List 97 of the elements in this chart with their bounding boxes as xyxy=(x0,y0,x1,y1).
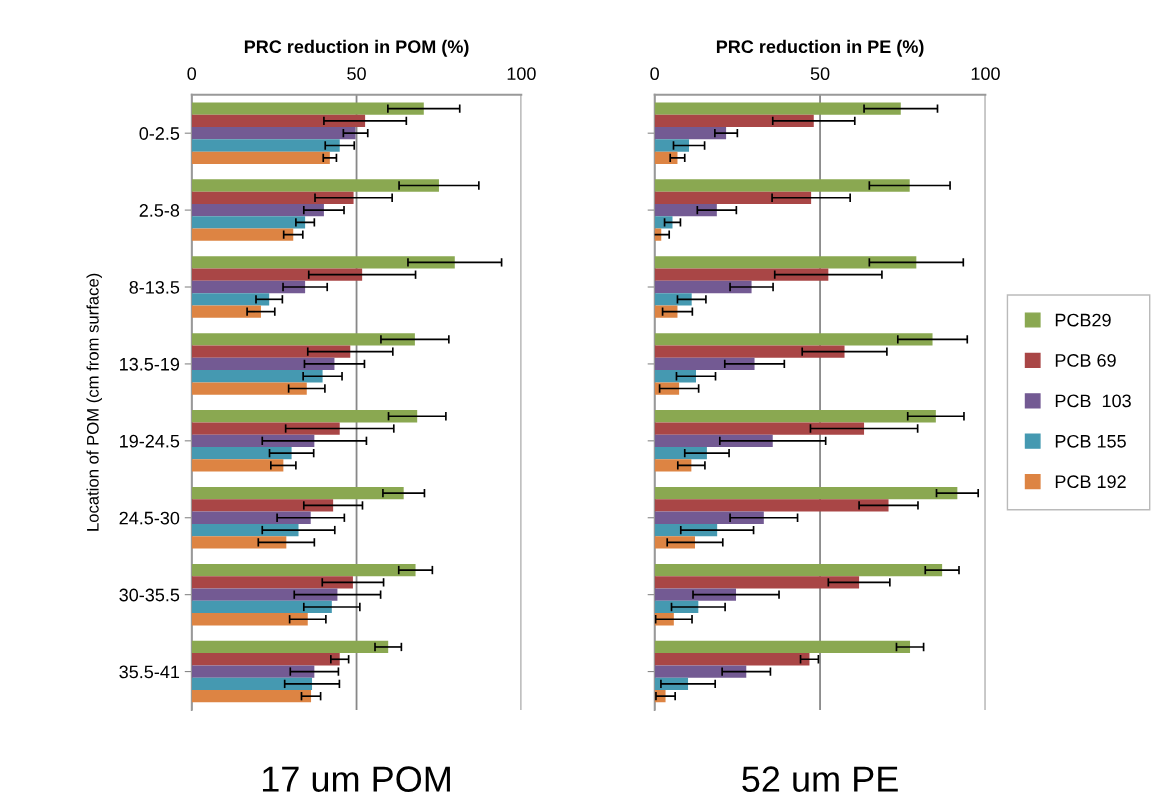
legend-label: PCB29 xyxy=(1055,313,1111,327)
bar xyxy=(191,677,313,691)
y-tick-label: 19-24.5 xyxy=(120,434,180,448)
bar xyxy=(654,459,692,472)
bar xyxy=(654,370,696,383)
bar xyxy=(191,665,315,678)
bar xyxy=(191,293,270,306)
x-axis-title: PRC reduction in POM (%) xyxy=(244,39,469,57)
y-tick-label: 0-2.5 xyxy=(139,127,180,140)
bar xyxy=(191,459,284,472)
bar xyxy=(654,665,747,678)
y-axis-title: Location of POM (cm from surface) xyxy=(86,273,103,531)
legend-label: PCB 155 xyxy=(1055,434,1126,448)
bar xyxy=(191,127,356,140)
bar xyxy=(191,139,340,152)
bar xyxy=(191,511,311,524)
bar xyxy=(191,576,353,589)
bar xyxy=(191,434,315,447)
bar xyxy=(191,203,324,217)
y-tick-label: 24.5-30 xyxy=(119,511,180,525)
bar xyxy=(654,422,865,435)
bar xyxy=(191,256,455,269)
bar xyxy=(654,179,910,192)
bar xyxy=(191,588,338,601)
bar xyxy=(191,422,340,435)
bar xyxy=(191,690,312,703)
bar xyxy=(191,563,416,577)
bar xyxy=(654,382,680,395)
bar xyxy=(191,151,330,164)
bar xyxy=(191,280,306,294)
x-tick-label: 100 xyxy=(507,67,536,81)
x-tick-label: 0 xyxy=(650,67,659,81)
bar xyxy=(191,613,308,626)
bar xyxy=(654,357,755,371)
bar xyxy=(191,228,294,241)
bar xyxy=(191,179,439,192)
bar xyxy=(191,102,424,115)
bar xyxy=(654,511,764,524)
bar xyxy=(654,203,717,217)
bar xyxy=(191,536,287,549)
bar xyxy=(654,293,692,306)
bar xyxy=(191,486,404,500)
bar xyxy=(191,653,340,666)
x-tick-label: 100 xyxy=(971,67,1000,81)
text: 17 um POM xyxy=(262,766,450,792)
x-tick-label: 50 xyxy=(810,67,830,81)
bar xyxy=(191,114,366,128)
bar xyxy=(191,191,354,204)
y-tick-label: 30-35.5 xyxy=(119,588,180,602)
bar xyxy=(191,499,334,512)
bar xyxy=(654,102,901,115)
legend-label: PCB 192 xyxy=(1055,475,1126,489)
bar xyxy=(654,536,695,549)
bar xyxy=(191,600,332,614)
bar xyxy=(654,410,936,423)
x-tick-label: 0 xyxy=(187,67,197,81)
bar xyxy=(191,345,351,358)
bar xyxy=(654,653,810,666)
bar xyxy=(654,280,752,294)
bar xyxy=(191,305,261,318)
x-tick-label: 50 xyxy=(347,67,366,81)
bar xyxy=(654,268,829,281)
x-axis-title: PRC reduction in PE (%) xyxy=(716,39,924,57)
text: 52 um PE xyxy=(742,766,898,792)
bar xyxy=(191,216,306,229)
bar xyxy=(654,499,889,512)
y-tick-label: 13.5-19 xyxy=(120,357,180,371)
y-tick-label: 35.5-41 xyxy=(119,665,180,679)
bar xyxy=(654,114,814,128)
bar xyxy=(191,268,363,281)
bar xyxy=(191,382,307,395)
bar xyxy=(191,357,335,371)
bar xyxy=(654,256,917,269)
bar xyxy=(191,333,415,346)
bar xyxy=(654,305,678,318)
y-tick-label: 2.5-8 xyxy=(139,204,180,217)
legend-label: PCB 69 xyxy=(1055,354,1116,367)
bar xyxy=(654,446,707,460)
bar xyxy=(654,345,845,358)
bar xyxy=(654,216,673,229)
bar xyxy=(191,640,389,654)
bar xyxy=(654,486,958,500)
bar xyxy=(654,640,911,654)
y-tick-label: 8-13.5 xyxy=(129,280,180,294)
bar xyxy=(654,333,933,346)
bar xyxy=(191,410,418,423)
legend-label: PCB 103 xyxy=(1055,394,1131,408)
bar xyxy=(654,434,773,447)
bar xyxy=(191,446,292,460)
bar xyxy=(654,588,737,601)
bar xyxy=(654,563,943,577)
bar xyxy=(654,576,860,589)
bar xyxy=(191,523,299,537)
bar xyxy=(654,139,690,152)
bar xyxy=(654,127,727,140)
bar xyxy=(191,370,323,383)
bar xyxy=(654,191,812,204)
